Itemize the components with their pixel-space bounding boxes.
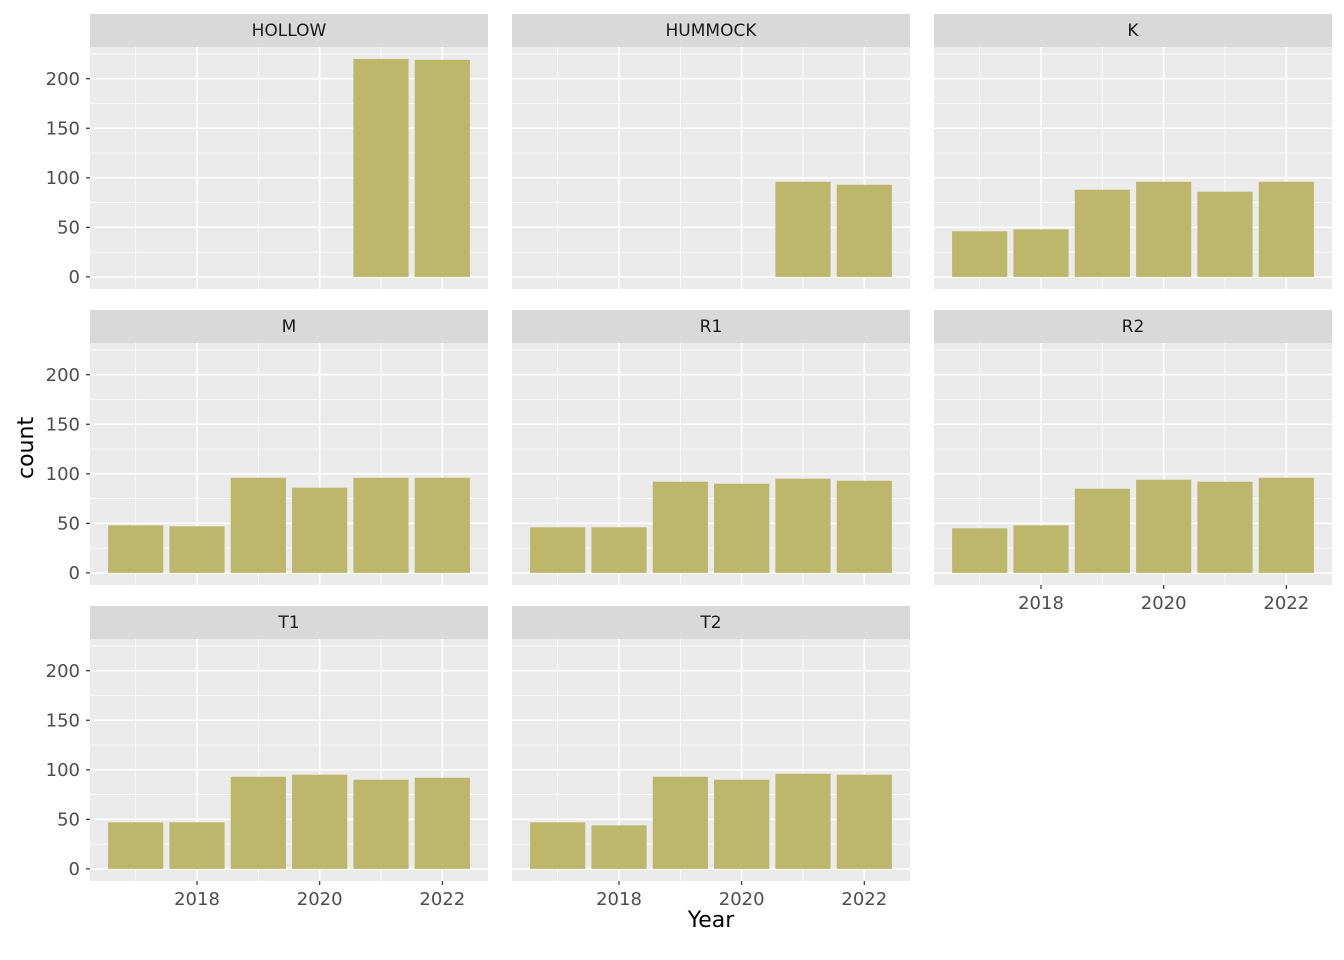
bar <box>108 525 164 573</box>
facet-R2: R2 2018 2020 2022 <box>934 310 1332 614</box>
y-axis-tick-label: 150 <box>46 415 80 436</box>
facet-panel: 0 50 100 150 200 <box>46 47 488 289</box>
facet-HUMMOCK: HUMMOCK <box>512 14 910 289</box>
facet-strip: K <box>934 14 1332 47</box>
bar <box>169 822 225 869</box>
bar <box>1197 191 1253 277</box>
bar <box>952 231 1008 277</box>
facet-strip: HOLLOW <box>90 14 488 47</box>
y-axis-title: count <box>14 416 39 479</box>
y-axis-tick-label: 150 <box>46 119 80 140</box>
y-axis-tick-label: 50 <box>57 218 80 239</box>
bar <box>414 59 470 277</box>
facet-K: K <box>934 14 1332 289</box>
facet-strip: M <box>90 310 488 343</box>
facet-panel: 2018 2020 2022 <box>512 639 910 910</box>
bar <box>836 774 892 869</box>
facet-strip: T1 <box>90 606 488 639</box>
y-axis-tick-label: 50 <box>57 514 80 535</box>
bar <box>1258 181 1314 277</box>
facet-panel: 2018 2020 2022 <box>934 343 1332 614</box>
facet-strip: HUMMOCK <box>512 14 910 47</box>
bar <box>1136 181 1192 277</box>
bar <box>836 184 892 277</box>
facet-panel: 0 50 100 150 200 2018 2020 2022 <box>46 639 488 910</box>
x-axis-tick-label: 2022 <box>419 889 465 910</box>
facet-strip: T2 <box>512 606 910 639</box>
x-axis-tick-label: 2020 <box>719 889 765 910</box>
x-axis-tick-label: 2020 <box>297 889 343 910</box>
bar <box>775 773 831 869</box>
bar <box>230 477 286 573</box>
bar <box>1074 488 1130 573</box>
bar <box>353 477 409 573</box>
y-axis-tick-label: 200 <box>46 661 80 682</box>
y-axis-tick-label: 0 <box>69 859 80 880</box>
x-axis-tick-label: 2022 <box>841 889 887 910</box>
facet-M: M 0 50 100 150 200 <box>46 310 488 585</box>
bar <box>414 477 470 573</box>
bar <box>169 526 225 573</box>
y-axis-tick-label: 100 <box>46 168 80 189</box>
y-axis-tick-label: 100 <box>46 464 80 485</box>
facet-strip: R2 <box>934 310 1332 343</box>
bar <box>1074 189 1130 277</box>
x-axis-tick-label: 2020 <box>1141 593 1187 614</box>
bar <box>230 776 286 869</box>
bar <box>952 528 1008 573</box>
facet-panel <box>512 47 910 289</box>
bar <box>530 822 586 869</box>
bar <box>1013 229 1069 277</box>
bar <box>775 478 831 573</box>
facet-grid: HOLLOW 0 50 100 150 200 HUMMOCK K M 0 50 100 150 200 R… <box>46 14 1332 910</box>
facet-T1: T1 0 50 100 150 200 2018 2020 2022 <box>46 606 488 910</box>
bar <box>836 480 892 573</box>
facet-panel <box>934 47 1332 289</box>
bar <box>591 825 647 869</box>
x-axis-title: Year <box>687 908 735 933</box>
x-axis-tick-label: 2022 <box>1263 593 1309 614</box>
bar <box>1136 479 1192 573</box>
bar <box>530 527 586 573</box>
bar <box>714 483 770 573</box>
facet-HOLLOW: HOLLOW 0 50 100 150 200 <box>46 14 488 289</box>
bar <box>652 481 708 573</box>
y-axis-tick-label: 200 <box>46 69 80 90</box>
x-axis-tick-label: 2018 <box>174 889 220 910</box>
y-axis-tick-label: 200 <box>46 365 80 386</box>
bar <box>1197 481 1253 573</box>
bar <box>292 487 348 573</box>
facet-panel <box>512 343 910 585</box>
bar <box>353 58 409 277</box>
bar <box>353 779 409 869</box>
y-axis-tick-label: 150 <box>46 711 80 732</box>
y-axis-tick-label: 100 <box>46 760 80 781</box>
bar <box>108 822 164 869</box>
x-axis-tick-label: 2018 <box>596 889 642 910</box>
facet-R1: R1 <box>512 310 910 585</box>
x-axis-tick-label: 2018 <box>1018 593 1064 614</box>
facet-panel: 0 50 100 150 200 <box>46 343 488 585</box>
bar <box>775 181 831 277</box>
bar <box>714 779 770 869</box>
y-axis-tick-label: 0 <box>69 267 80 288</box>
facet-T2: T2 2018 2020 2022 <box>512 606 910 910</box>
y-axis-tick-label: 0 <box>69 563 80 584</box>
bar <box>1013 525 1069 573</box>
facet-strip: R1 <box>512 310 910 343</box>
bar <box>591 527 647 573</box>
bar <box>652 776 708 869</box>
bar <box>1258 477 1314 573</box>
bar <box>414 777 470 869</box>
y-axis-tick-label: 50 <box>57 810 80 831</box>
bar <box>292 774 348 869</box>
